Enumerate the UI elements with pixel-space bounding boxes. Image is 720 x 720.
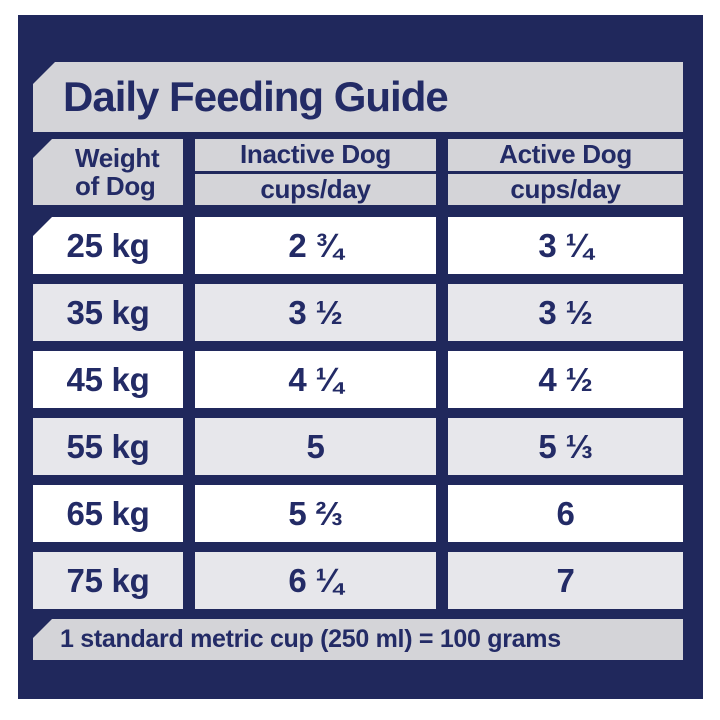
inactive-cell: 5 ⅔ (195, 485, 436, 542)
feeding-guide-panel: Daily Feeding Guide Weight of Dog Inacti… (18, 15, 703, 699)
inactive-cell: 3 ½ (195, 284, 436, 341)
inactive-cell: 2 ¾ (195, 217, 436, 274)
weight-cell: 55 kg (33, 418, 183, 475)
table-header: Weight of Dog Inactive Dog cups/day Acti… (33, 139, 683, 205)
table-row: 75 kg 6 ¼ 7 (33, 552, 683, 609)
active-dog-header: Active Dog cups/day (448, 139, 683, 205)
weight-header: Weight of Dog (33, 139, 183, 205)
active-dog-unit: cups/day (510, 173, 621, 204)
active-dog-label: Active Dog (499, 139, 632, 170)
inactive-cell: 5 (195, 418, 436, 475)
page-title: Daily Feeding Guide (63, 73, 449, 120)
table-row: 55 kg 5 5 ⅓ (33, 418, 683, 475)
inactive-cell: 4 ¼ (195, 351, 436, 408)
weight-cell: 35 kg (33, 284, 183, 341)
header-divider (448, 170, 683, 174)
table-row: 25 kg 2 ¾ 3 ¼ (33, 217, 683, 274)
inactive-dog-header: Inactive Dog cups/day (195, 139, 436, 205)
footer-note: 1 standard metric cup (250 ml) = 100 gra… (60, 625, 561, 653)
active-cell: 4 ½ (448, 351, 683, 408)
weight-cell: 25 kg (33, 217, 183, 274)
weight-cell: 75 kg (33, 552, 183, 609)
table-row: 65 kg 5 ⅔ 6 (33, 485, 683, 542)
active-cell: 7 (448, 552, 683, 609)
active-cell: 6 (448, 485, 683, 542)
weight-cell: 65 kg (33, 485, 183, 542)
weight-header-line2: of Dog (75, 171, 156, 201)
inactive-cell: 6 ¼ (195, 552, 436, 609)
table-row: 45 kg 4 ¼ 4 ½ (33, 351, 683, 408)
inactive-dog-label: Inactive Dog (240, 139, 391, 170)
weight-header-line1: Weight (75, 142, 160, 173)
footer-band: 1 standard metric cup (250 ml) = 100 gra… (33, 619, 683, 660)
inactive-dog-unit: cups/day (260, 173, 371, 204)
weight-cell: 45 kg (33, 351, 183, 408)
active-cell: 3 ¼ (448, 217, 683, 274)
active-cell: 5 ⅓ (448, 418, 683, 475)
active-cell: 3 ½ (448, 284, 683, 341)
title-band: Daily Feeding Guide (33, 62, 683, 132)
header-divider (195, 170, 436, 174)
table-row: 35 kg 3 ½ 3 ½ (33, 284, 683, 341)
